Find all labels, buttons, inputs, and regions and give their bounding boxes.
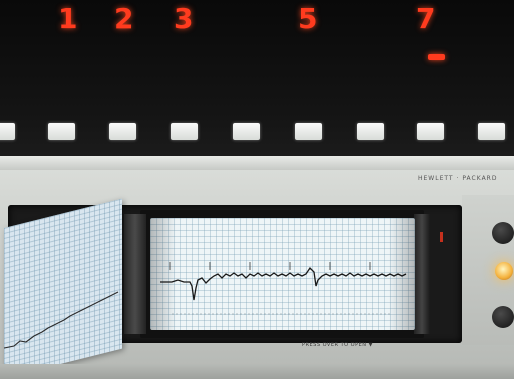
channel-key-4[interactable] [233, 123, 260, 140]
brand-label: HEWLETT · PACKARD [418, 175, 498, 182]
channel-display-panel: 1 2 3 5 7 [0, 0, 514, 160]
ecg-waveform [160, 266, 407, 301]
channel-key-1[interactable] [48, 123, 75, 140]
channel-key-6[interactable] [357, 123, 384, 140]
channel-key-5[interactable] [295, 123, 322, 140]
ecg-trace [160, 262, 407, 315]
channel-number-3: 3 [174, 2, 194, 35]
strip-trace [4, 291, 119, 349]
channel-key-3[interactable] [171, 123, 198, 140]
channel-number-5: 5 [298, 2, 318, 35]
chassis-bottom-lip [0, 364, 514, 379]
chassis-top-lip [0, 156, 514, 170]
paper-guide-right [414, 214, 430, 334]
channel-number-2: 2 [114, 2, 134, 35]
channel-number-1: 1 [58, 2, 78, 35]
paper-guide-left [124, 214, 146, 334]
paper-door-label: PRESS OVER TO OPEN ▼ [302, 342, 373, 348]
channel-number-7: 7 [416, 2, 436, 35]
lower-control-knob[interactable] [492, 306, 514, 328]
channel-key-8[interactable] [478, 123, 505, 140]
amber-indicator-lamp [495, 262, 513, 280]
channel-key-0[interactable] [0, 123, 15, 140]
active-channel-indicator [428, 54, 445, 60]
red-indicator-mark [440, 232, 443, 242]
upper-control-knob[interactable] [492, 222, 514, 244]
paper-shading [150, 218, 415, 330]
channel-key-2[interactable] [109, 123, 136, 140]
channel-key-7[interactable] [417, 123, 444, 140]
